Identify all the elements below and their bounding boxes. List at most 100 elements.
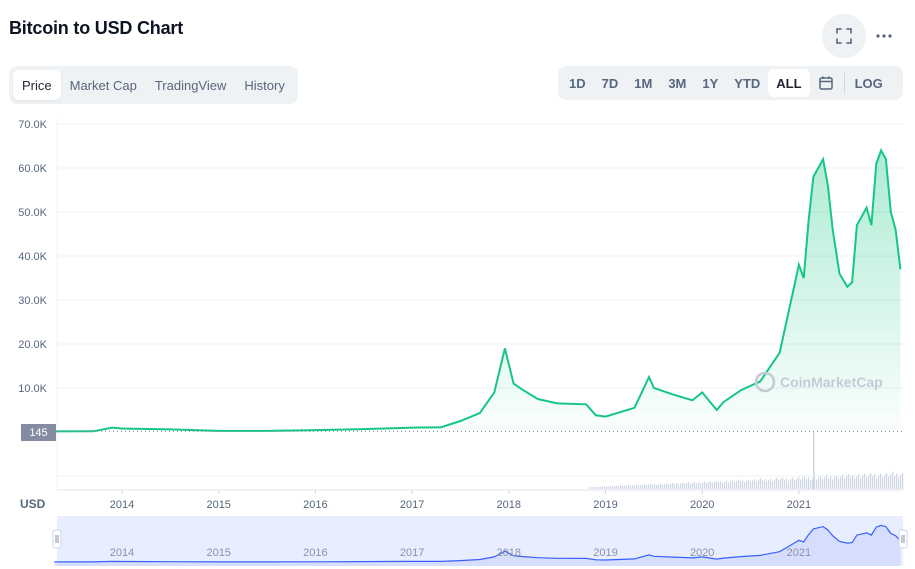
volume-bar <box>870 473 872 489</box>
range-3m[interactable]: 3M <box>668 75 687 91</box>
watermark-text: CoinMarketCap <box>780 374 883 390</box>
volume-bar <box>732 480 734 489</box>
navigator-handle[interactable] <box>52 529 62 549</box>
range-1d[interactable]: 1D <box>569 75 586 91</box>
navigator-tick-label: 2014 <box>110 547 134 559</box>
volume-bar <box>590 487 592 489</box>
volume-bar <box>722 482 724 489</box>
y-tick-label: 20.0K <box>18 339 47 351</box>
volume-bar <box>890 474 892 489</box>
volume-bar <box>648 484 650 489</box>
volume-bar <box>820 475 822 489</box>
y-tick-label: 10.0K <box>18 383 47 395</box>
fullscreen-icon <box>836 28 852 44</box>
volume-bar <box>692 482 694 489</box>
volume-bar <box>764 479 766 489</box>
y-tick-label: 30.0K <box>18 295 47 307</box>
volume-bar <box>634 485 636 489</box>
volume-bar <box>740 481 742 489</box>
volume-bar <box>796 478 798 489</box>
range-ytd[interactable]: YTD <box>734 75 761 91</box>
volume-bar <box>736 480 738 489</box>
date-picker-button[interactable] <box>810 69 842 97</box>
time-range-selector: 1D 7D 1M 3M 1Y YTD ALL LOG <box>558 66 903 100</box>
x-tick-label: 2018 <box>497 499 521 511</box>
volume-bar <box>632 485 634 489</box>
volume-bar <box>810 480 812 489</box>
volume-bar <box>752 480 754 489</box>
volume-bar <box>840 476 842 489</box>
volume-bar <box>696 483 698 489</box>
price-area <box>54 150 901 432</box>
volume-bar <box>808 477 810 489</box>
volume-bar <box>768 480 770 489</box>
volume-bar <box>660 483 662 489</box>
volume-bar <box>762 480 764 489</box>
volume-bar <box>778 480 780 489</box>
navigator-tick-label: 2015 <box>206 547 230 559</box>
volume-bar <box>824 477 826 489</box>
navigator-tick-label: 2019 <box>593 547 617 559</box>
range-navigator[interactable]: 2014 2015 2016 2017 2018 2019 2020 2021 <box>52 516 908 566</box>
volume-bar <box>862 475 864 489</box>
x-tick-label: 2016 <box>303 499 327 511</box>
volume-bar <box>708 482 710 489</box>
volume-bar <box>682 482 684 489</box>
volume-bar <box>640 485 642 489</box>
range-all[interactable]: ALL <box>768 69 810 97</box>
volume-bar <box>750 481 752 489</box>
navigator-line <box>54 524 901 563</box>
volume-bar <box>830 476 832 489</box>
volume-bar <box>728 482 730 489</box>
volume-bar <box>604 486 606 489</box>
navigator-tick-label: 2018 <box>497 547 521 559</box>
x-tick-label: 2014 <box>110 499 134 511</box>
coinmarketcap-watermark: CoinMarketCap <box>754 371 883 393</box>
chart-tabs: Price Market Cap TradingView History <box>9 66 298 104</box>
volume-bar <box>674 483 676 489</box>
volume-bar <box>710 481 712 489</box>
volume-bar <box>698 482 700 489</box>
log-scale-toggle[interactable]: LOG <box>854 75 883 91</box>
range-7d[interactable]: 7D <box>601 75 619 91</box>
volume-bar <box>598 486 600 489</box>
volume-bar <box>618 486 620 489</box>
range-1y[interactable]: 1Y <box>702 75 719 91</box>
x-tick-label: 2015 <box>206 499 230 511</box>
volume-bar <box>888 476 890 489</box>
more-options-button[interactable] <box>870 23 898 49</box>
volume-bar <box>896 473 898 489</box>
y-tick-label: 70.0K <box>18 119 47 131</box>
volume-bar <box>718 482 720 489</box>
tab-market-cap[interactable]: Market Cap <box>69 77 137 93</box>
volume-bar <box>594 486 596 489</box>
volume-bar <box>772 480 774 489</box>
range-1m[interactable]: 1M <box>634 75 653 91</box>
volume-bar <box>684 483 686 489</box>
volume-bar <box>832 479 834 489</box>
page-title: Bitcoin to USD Chart <box>9 18 183 38</box>
x-tick-label: 2017 <box>400 499 424 511</box>
volume-bar <box>878 475 880 489</box>
volume-bar <box>798 476 800 489</box>
volume-bar <box>848 474 850 489</box>
navigator-handle[interactable] <box>898 529 908 549</box>
tab-history[interactable]: History <box>244 77 285 93</box>
fullscreen-button[interactable] <box>822 14 866 58</box>
volume-bar <box>720 481 722 489</box>
volume-bar <box>716 480 718 489</box>
volume-bar <box>726 480 728 489</box>
volume-bar <box>886 472 888 489</box>
volume-bar <box>688 482 690 489</box>
volume-bar <box>622 485 624 489</box>
tab-tradingview[interactable]: TradingView <box>154 77 227 93</box>
volume-bar <box>818 477 820 489</box>
volume-bar <box>813 432 815 489</box>
x-tick-label: 2020 <box>690 499 714 511</box>
tab-price[interactable]: Price <box>13 70 61 100</box>
volume-bar <box>734 481 736 489</box>
volume-bar <box>836 475 838 489</box>
volume-bar <box>742 480 744 489</box>
volume-bar <box>868 475 870 489</box>
